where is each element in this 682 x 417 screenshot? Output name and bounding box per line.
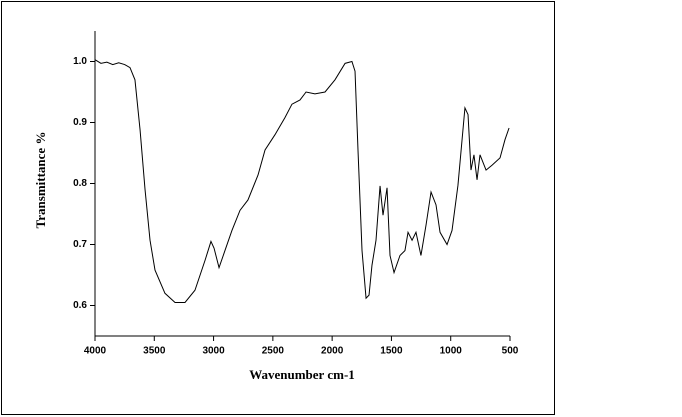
y-tick-label: 0.9 xyxy=(73,117,87,128)
frame xyxy=(1,1,555,415)
x-tick-label: 2000 xyxy=(321,346,344,357)
y-axis-label: Transmittance % xyxy=(33,132,48,229)
x-tick-label: 500 xyxy=(502,346,519,357)
y-tick-label: 0.6 xyxy=(73,300,87,311)
y-tick-label: 0.7 xyxy=(73,239,87,250)
x-tick-label: 2500 xyxy=(262,346,285,357)
x-tick-label: 4000 xyxy=(84,346,107,357)
x-tick-label: 3000 xyxy=(202,346,225,357)
y-tick-label: 0.8 xyxy=(73,178,87,189)
x-tick-label: 3500 xyxy=(143,346,166,357)
x-tick-label: 1000 xyxy=(440,346,463,357)
x-axis-label: Wavenumber cm-1 xyxy=(249,367,355,382)
x-tick-label: 1500 xyxy=(380,346,403,357)
spectrum-line xyxy=(94,59,510,303)
y-tick-label: 1.0 xyxy=(73,56,87,67)
